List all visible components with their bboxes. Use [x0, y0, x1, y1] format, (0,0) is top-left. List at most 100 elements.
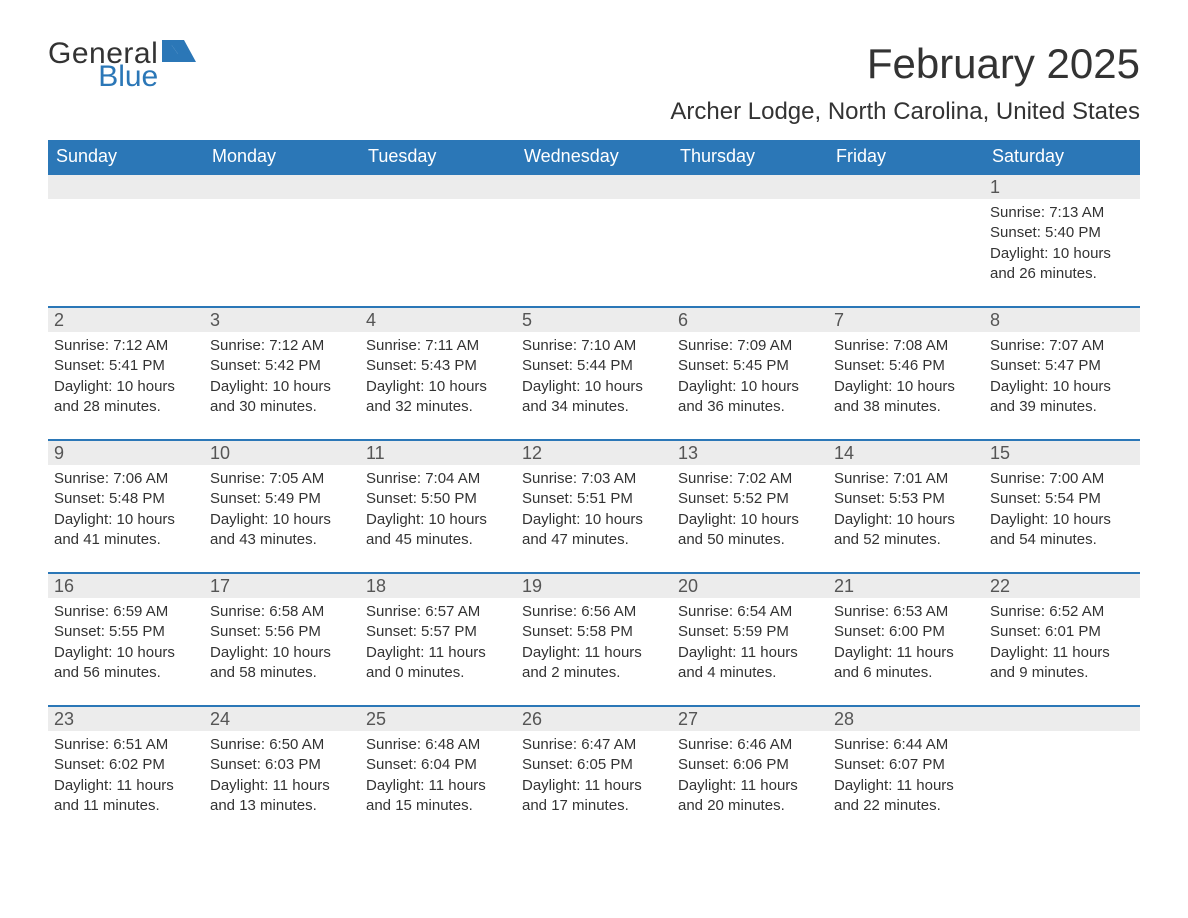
calendar-day-cell: 19Sunrise: 6:56 AMSunset: 5:58 PMDayligh… [516, 573, 672, 706]
day-details: Sunrise: 6:54 AMSunset: 5:59 PMDaylight:… [672, 598, 828, 705]
day-number: 6 [672, 308, 828, 332]
sunset-text: Sunset: 5:56 PM [210, 622, 352, 642]
daylight-text: Daylight: 11 hours [366, 643, 508, 663]
sunrise-text: Sunrise: 7:09 AM [678, 336, 820, 356]
sunset-text: Sunset: 6:05 PM [522, 755, 664, 775]
day-number: 16 [48, 574, 204, 598]
day-details: Sunrise: 7:09 AMSunset: 5:45 PMDaylight:… [672, 332, 828, 439]
calendar-day-cell: 1Sunrise: 7:13 AMSunset: 5:40 PMDaylight… [984, 174, 1140, 307]
daylight-text: and 45 minutes. [366, 530, 508, 550]
calendar-day-cell: 11Sunrise: 7:04 AMSunset: 5:50 PMDayligh… [360, 440, 516, 573]
daylight-text: Daylight: 10 hours [834, 510, 976, 530]
day-details: Sunrise: 6:47 AMSunset: 6:05 PMDaylight:… [516, 731, 672, 838]
day-details: Sunrise: 7:02 AMSunset: 5:52 PMDaylight:… [672, 465, 828, 572]
day-number: 23 [48, 707, 204, 731]
dow-wednesday: Wednesday [516, 140, 672, 174]
calendar-day-cell [516, 174, 672, 307]
sunrise-text: Sunrise: 6:53 AM [834, 602, 976, 622]
sunset-text: Sunset: 5:52 PM [678, 489, 820, 509]
daylight-text: Daylight: 11 hours [834, 643, 976, 663]
day-details: Sunrise: 6:59 AMSunset: 5:55 PMDaylight:… [48, 598, 204, 705]
day-details: Sunrise: 7:06 AMSunset: 5:48 PMDaylight:… [48, 465, 204, 572]
sunset-text: Sunset: 5:59 PM [678, 622, 820, 642]
daylight-text: Daylight: 11 hours [54, 776, 196, 796]
calendar-day-cell: 10Sunrise: 7:05 AMSunset: 5:49 PMDayligh… [204, 440, 360, 573]
day-number: 14 [828, 441, 984, 465]
calendar-day-cell: 22Sunrise: 6:52 AMSunset: 6:01 PMDayligh… [984, 573, 1140, 706]
day-number [204, 175, 360, 199]
day-details: Sunrise: 6:53 AMSunset: 6:00 PMDaylight:… [828, 598, 984, 705]
brand-word-2: Blue [98, 63, 158, 92]
daylight-text: and 39 minutes. [990, 397, 1132, 417]
day-details: Sunrise: 6:46 AMSunset: 6:06 PMDaylight:… [672, 731, 828, 838]
brand-logo: General Blue [48, 40, 196, 91]
dow-monday: Monday [204, 140, 360, 174]
sunrise-text: Sunrise: 6:57 AM [366, 602, 508, 622]
daylight-text: Daylight: 10 hours [990, 510, 1132, 530]
calendar-day-cell: 16Sunrise: 6:59 AMSunset: 5:55 PMDayligh… [48, 573, 204, 706]
day-details [516, 199, 672, 295]
sunrise-text: Sunrise: 7:03 AM [522, 469, 664, 489]
day-details: Sunrise: 7:07 AMSunset: 5:47 PMDaylight:… [984, 332, 1140, 439]
daylight-text: and 22 minutes. [834, 796, 976, 816]
sunrise-text: Sunrise: 6:59 AM [54, 602, 196, 622]
day-number: 2 [48, 308, 204, 332]
daylight-text: Daylight: 10 hours [522, 510, 664, 530]
daylight-text: and 43 minutes. [210, 530, 352, 550]
daylight-text: and 20 minutes. [678, 796, 820, 816]
dow-thursday: Thursday [672, 140, 828, 174]
dow-tuesday: Tuesday [360, 140, 516, 174]
daylight-text: and 58 minutes. [210, 663, 352, 683]
calendar-day-cell: 18Sunrise: 6:57 AMSunset: 5:57 PMDayligh… [360, 573, 516, 706]
sunset-text: Sunset: 5:53 PM [834, 489, 976, 509]
day-number: 9 [48, 441, 204, 465]
sunrise-text: Sunrise: 6:46 AM [678, 735, 820, 755]
sunset-text: Sunset: 5:57 PM [366, 622, 508, 642]
day-details: Sunrise: 6:44 AMSunset: 6:07 PMDaylight:… [828, 731, 984, 838]
sunset-text: Sunset: 6:06 PM [678, 755, 820, 775]
day-number [360, 175, 516, 199]
day-details: Sunrise: 6:57 AMSunset: 5:57 PMDaylight:… [360, 598, 516, 705]
day-number: 1 [984, 175, 1140, 199]
day-number: 3 [204, 308, 360, 332]
sunset-text: Sunset: 6:00 PM [834, 622, 976, 642]
daylight-text: and 38 minutes. [834, 397, 976, 417]
daylight-text: Daylight: 11 hours [210, 776, 352, 796]
sunset-text: Sunset: 5:48 PM [54, 489, 196, 509]
calendar-week-row: 9Sunrise: 7:06 AMSunset: 5:48 PMDaylight… [48, 440, 1140, 573]
dow-sunday: Sunday [48, 140, 204, 174]
calendar-week-row: 2Sunrise: 7:12 AMSunset: 5:41 PMDaylight… [48, 307, 1140, 440]
day-details [672, 199, 828, 295]
day-number: 24 [204, 707, 360, 731]
calendar-day-cell: 6Sunrise: 7:09 AMSunset: 5:45 PMDaylight… [672, 307, 828, 440]
day-number [984, 707, 1140, 731]
day-number: 8 [984, 308, 1140, 332]
day-number [672, 175, 828, 199]
sunset-text: Sunset: 5:41 PM [54, 356, 196, 376]
daylight-text: and 41 minutes. [54, 530, 196, 550]
calendar-day-cell: 23Sunrise: 6:51 AMSunset: 6:02 PMDayligh… [48, 706, 204, 838]
day-number [516, 175, 672, 199]
day-details: Sunrise: 6:58 AMSunset: 5:56 PMDaylight:… [204, 598, 360, 705]
daylight-text: Daylight: 11 hours [990, 643, 1132, 663]
day-number: 26 [516, 707, 672, 731]
sunrise-text: Sunrise: 7:10 AM [522, 336, 664, 356]
daylight-text: and 2 minutes. [522, 663, 664, 683]
day-details: Sunrise: 7:04 AMSunset: 5:50 PMDaylight:… [360, 465, 516, 572]
calendar-table: Sunday Monday Tuesday Wednesday Thursday… [48, 140, 1140, 838]
sunrise-text: Sunrise: 7:12 AM [210, 336, 352, 356]
daylight-text: Daylight: 10 hours [210, 510, 352, 530]
header: General Blue February 2025 Archer Lodge,… [48, 40, 1140, 126]
daylight-text: Daylight: 11 hours [678, 776, 820, 796]
sunrise-text: Sunrise: 7:08 AM [834, 336, 976, 356]
sunrise-text: Sunrise: 6:56 AM [522, 602, 664, 622]
daylight-text: and 11 minutes. [54, 796, 196, 816]
day-number: 10 [204, 441, 360, 465]
daylight-text: and 52 minutes. [834, 530, 976, 550]
day-number: 20 [672, 574, 828, 598]
day-details: Sunrise: 6:56 AMSunset: 5:58 PMDaylight:… [516, 598, 672, 705]
sunrise-text: Sunrise: 7:01 AM [834, 469, 976, 489]
calendar-day-cell: 17Sunrise: 6:58 AMSunset: 5:56 PMDayligh… [204, 573, 360, 706]
calendar-week-row: 1Sunrise: 7:13 AMSunset: 5:40 PMDaylight… [48, 174, 1140, 307]
day-number: 28 [828, 707, 984, 731]
